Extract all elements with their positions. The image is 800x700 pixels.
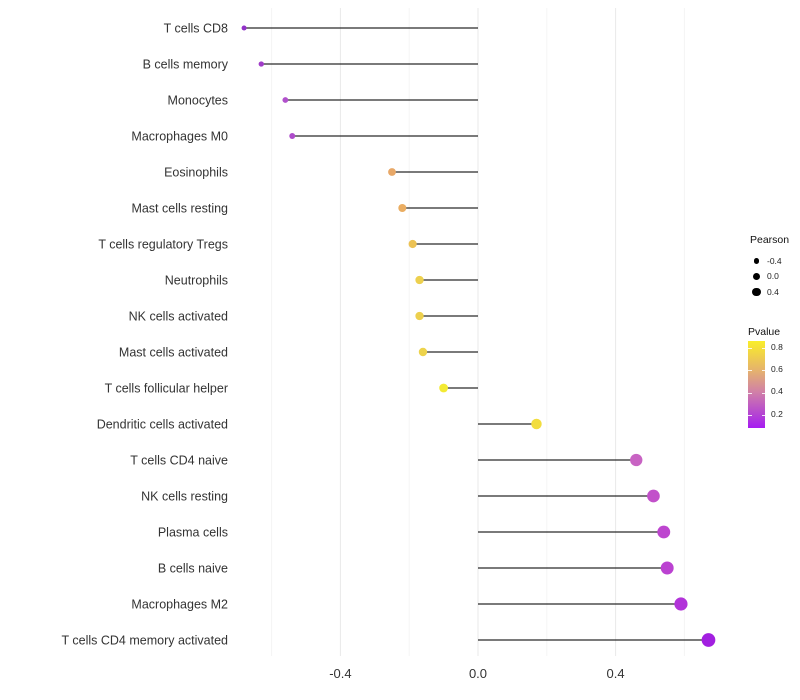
lollipop-dot — [630, 453, 643, 467]
y-axis-label: Eosinophils — [164, 166, 228, 180]
lollipop-dot — [701, 633, 716, 647]
pearson-legend-title: Pearson — [750, 234, 790, 246]
lollipop-dot — [415, 311, 424, 321]
pvalue-bar-tick — [761, 415, 765, 417]
lollipop-dot — [241, 25, 247, 31]
lollipop-dot — [258, 61, 264, 67]
lollipop-dot — [408, 239, 417, 249]
pvalue-gradient-bar — [748, 341, 765, 428]
y-axis-label: B cells memory — [143, 58, 229, 72]
size-legend-dot-small — [753, 257, 760, 264]
pvalue-tick-label: 0.2 — [771, 408, 783, 419]
y-axis-label: B cells naive — [158, 562, 228, 576]
y-axis-label: T cells CD4 memory activated — [62, 634, 229, 648]
y-axis-label: T cells CD8 — [164, 22, 228, 36]
size-legend-label: -0.4 — [767, 255, 782, 266]
pvalue-bar-tick — [748, 370, 752, 372]
size-legend-dot-medium — [753, 272, 760, 280]
pvalue-tick-label: 0.4 — [771, 386, 783, 397]
pearson-legend-entry: 0.4 — [746, 284, 800, 300]
pvalue-bar-tick — [748, 348, 752, 349]
x-axis-tick-label: 0.4 — [607, 666, 625, 681]
y-axis-label: NK cells activated — [129, 310, 228, 324]
y-axis-label: Macrophages M2 — [131, 598, 228, 612]
pvalue-legend-title: Pvalue — [748, 326, 781, 338]
pvalue-bar-tick — [761, 370, 765, 372]
x-axis-tick-label: 0.0 — [469, 666, 487, 681]
pvalue-tick-label: 0.6 — [771, 363, 783, 374]
y-axis-label: T cells follicular helper — [105, 382, 228, 396]
lollipop-dot — [388, 168, 396, 176]
lollipop-dot — [398, 204, 407, 212]
pearson-legend-entry: 0.0 — [746, 269, 800, 285]
y-axis-label: Mast cells activated — [119, 346, 228, 360]
y-axis-label: Monocytes — [168, 94, 228, 108]
lollipop-dot — [439, 383, 448, 393]
y-axis-label: Dendritic cells activated — [97, 418, 228, 432]
pvalue-bar-tick — [761, 392, 765, 394]
lollipop-dot — [657, 525, 671, 539]
lollipop-dot — [647, 489, 660, 503]
pearson-legend-entry: -0.4 — [746, 253, 800, 269]
y-axis-label: T cells CD4 naive — [130, 454, 228, 468]
pvalue-tick-label: 0.8 — [771, 341, 783, 352]
y-axis-label: T cells regulatory Tregs — [98, 238, 228, 252]
size-legend-label: 0.4 — [767, 286, 779, 297]
lollipop-dot — [282, 97, 289, 103]
x-axis-tick-label: -0.4 — [329, 666, 351, 681]
pvalue-bar-tick — [748, 415, 752, 417]
size-legend-label: 0.0 — [767, 271, 779, 282]
y-axis-label: Plasma cells — [158, 526, 228, 540]
y-axis-label: NK cells resting — [141, 490, 228, 504]
pearson-size-legend: Pearson -0.4 0.0 0.4 — [746, 234, 800, 300]
lollipop-dot — [415, 275, 424, 285]
pvalue-bar-tick — [761, 348, 765, 349]
lollipop-dot — [531, 418, 542, 430]
lollipop-dot — [660, 561, 674, 575]
pvalue-bar-tick — [748, 392, 752, 394]
lollipop-dot — [674, 597, 688, 611]
y-axis-label: Neutrophils — [165, 274, 228, 288]
size-legend-dot-large — [752, 287, 761, 296]
y-axis-label: Mast cells resting — [131, 202, 228, 216]
lollipop-dot — [289, 133, 296, 139]
lollipop-dot — [418, 347, 428, 357]
y-axis-label: Macrophages M0 — [131, 130, 228, 144]
pvalue-color-legend: Pvalue 0.8 0.6 0.4 0.2 — [746, 326, 800, 436]
